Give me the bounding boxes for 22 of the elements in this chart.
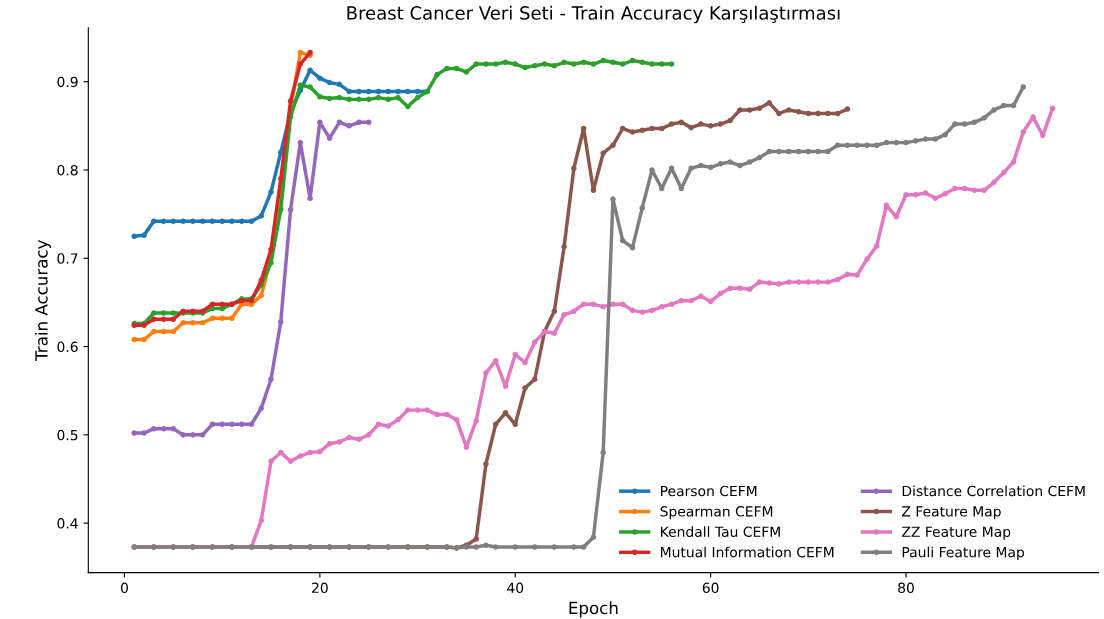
chart-title: Breast Cancer Veri Seti - Train Accuracy Karşılaştırması xyxy=(347,5,840,24)
y-tick-label: 0.4 xyxy=(57,518,78,529)
x-tick-label: 40 xyxy=(507,582,524,594)
x-tick-label: 60 xyxy=(702,582,719,594)
legend-label: Kendall Tau CEFM xyxy=(661,526,780,537)
y-tick-label: 0.5 xyxy=(57,429,78,441)
legend-label: Z Feature Map xyxy=(902,506,1001,520)
y-tick-label: 0.9 xyxy=(57,76,78,88)
x-tick-label: 0 xyxy=(120,582,128,594)
legend-label: Spearman CEFM xyxy=(660,506,773,520)
legend-label: ZZ Feature Map xyxy=(902,526,1011,540)
legend-label: Pearson CEFM xyxy=(661,485,757,497)
x-tick-label: 20 xyxy=(312,582,328,594)
legend-label: Distance Correlation CEFM xyxy=(902,485,1085,497)
legend-label: Pauli Feature Map xyxy=(902,546,1025,561)
x-axis-title: Epoch xyxy=(569,601,618,618)
y-axis-title: Train Accuracy xyxy=(34,240,51,361)
legend-label: Mutual Information CEFM xyxy=(661,546,834,558)
y-tick-label: 0.6 xyxy=(57,341,78,353)
y-tick-label: 0.8 xyxy=(57,164,78,176)
y-tick-label: 0.7 xyxy=(57,253,78,264)
x-tick-label: 80 xyxy=(898,582,914,594)
